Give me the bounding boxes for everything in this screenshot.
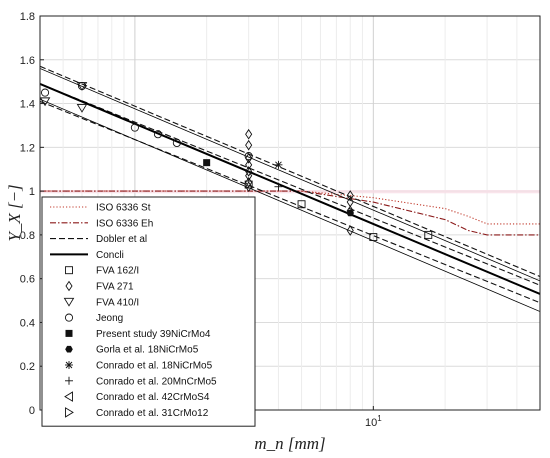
- legend-label: Concli: [96, 250, 124, 261]
- legend-label: Present study 39NiCrMo4: [96, 329, 211, 340]
- data-point: [130, 123, 139, 132]
- y-tick-label: 1.8: [20, 11, 35, 23]
- legend-label: Jeong: [96, 313, 123, 324]
- line-concli-lower: [40, 98, 540, 312]
- data-point: [274, 160, 283, 169]
- x-tick-label: 101: [365, 414, 382, 429]
- data-point: [245, 152, 253, 164]
- data-point: [41, 88, 50, 97]
- data-point: [369, 233, 378, 242]
- data-point: [245, 166, 253, 177]
- data-point: [244, 152, 253, 161]
- y-tick-label: 0.4: [20, 317, 35, 329]
- legend-label: FVA 271: [96, 282, 134, 293]
- legend-marker-sample: [63, 297, 75, 307]
- y-tick-label: 1: [29, 186, 35, 198]
- legend-marker-sample: [65, 280, 73, 292]
- data-point: [245, 128, 253, 140]
- legend-label: ISO 6336 St: [96, 203, 151, 214]
- legend-label: Conrado et al. 18NiCrMo5: [96, 361, 213, 372]
- legend-marker-sample: [65, 376, 73, 385]
- chart-markers: [40, 81, 433, 242]
- data-point: [346, 225, 354, 236]
- data-point: [274, 182, 283, 191]
- data-point: [245, 159, 253, 171]
- legend-label: FVA 162/I: [96, 266, 139, 277]
- data-point: [297, 200, 306, 209]
- line-concli-upper: [40, 68, 540, 282]
- data-point: [346, 209, 354, 217]
- data-point: [77, 81, 87, 91]
- legend-box: [41, 196, 256, 427]
- legend-label: Gorla et al. 18NiCrMo5: [96, 345, 199, 356]
- legend-label: ISO 6336 Eh: [96, 218, 153, 229]
- data-point: [40, 97, 51, 107]
- iso-shaded-band: [40, 190, 540, 194]
- legend-label: Conrado et al. 42CrMoS4: [96, 392, 210, 403]
- y-tick-label: 1.6: [20, 55, 35, 67]
- legend-marker-sample: [64, 313, 74, 322]
- line-concli: [40, 82, 540, 295]
- data-point: [153, 130, 163, 139]
- chart-lines: [40, 65, 540, 312]
- y-tick-label: 0.8: [20, 230, 35, 242]
- legend: ISO 6336 St ISO 6336 Eh Dobler et al Concli…: [41, 196, 256, 427]
- data-point: [245, 177, 253, 188]
- y-tick-label: 1.4: [20, 99, 35, 111]
- legend-label: Conrado et al. 31CrMo12: [96, 408, 209, 419]
- legend-marker-sample: [65, 361, 73, 369]
- data-point: [245, 139, 253, 151]
- legend-marker-sample: [64, 391, 73, 402]
- data-point: [424, 230, 433, 239]
- data-point: [245, 170, 253, 182]
- x-axis-title: m_n [mm]: [254, 434, 325, 453]
- line-iso-6336-eh: [40, 190, 540, 236]
- legend-marker-sample: [65, 329, 73, 337]
- data-point: [172, 138, 181, 148]
- y-axis-title: Y_X [−]: [5, 184, 24, 241]
- legend-label: Dobler et al: [96, 234, 147, 245]
- line-dobler-et-al-upper: [40, 65, 540, 278]
- legend-marker-sample: [65, 266, 73, 275]
- data-point: [346, 190, 354, 201]
- data-point: [76, 103, 88, 113]
- data-point: [245, 181, 253, 193]
- y-tick-label: 0.6: [20, 274, 35, 286]
- legend-label: Conrado et al. 20MnCrMo5: [96, 376, 217, 387]
- legend-marker-sample: [65, 407, 74, 418]
- y-tick-label: 0.2: [20, 361, 35, 373]
- y-tick-label: 1.2: [20, 142, 35, 154]
- legend-label: FVA 410/I: [96, 297, 139, 308]
- axis-ticks: 00.20.40.60.811.21.41.61.8100101: [20, 11, 383, 429]
- y-tick-label: 0: [29, 405, 35, 417]
- plot-frame: [39, 15, 541, 411]
- legend-marker-sample: [65, 345, 73, 353]
- data-point: [203, 159, 211, 167]
